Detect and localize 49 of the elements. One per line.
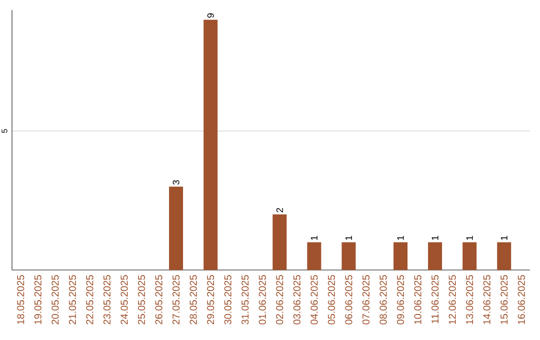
x-tick-label: 12.06.2025 [448,275,456,324]
x-tick-label: 24.05.2025 [120,275,128,324]
bar [307,242,322,270]
x-tick-label: 13.06.2025 [466,275,474,324]
x-tick-label: 06.06.2025 [345,275,352,324]
x-tick-label: 15.06.2025 [500,275,508,324]
x-tick-label: 11.06.2025 [431,275,439,324]
data-label: 1 [500,236,508,240]
x-tick-label: 04.06.2025 [310,275,318,324]
data-label: 2 [276,208,283,212]
x-tick-label: 23.05.2025 [103,275,111,324]
x-tick-label: 18.05.2025 [17,275,24,324]
data-label: 1 [345,236,352,240]
x-tick-label: 22.05.2025 [86,275,94,324]
x-tick-label: 02.06.2025 [276,275,284,324]
x-tick-label: 01.06.2025 [258,275,266,324]
x-tick-label: 08.06.2025 [380,275,387,324]
x-tick-label: 26.05.2025 [155,275,162,324]
bar [497,242,512,270]
x-tick-label: 21.05.2025 [68,275,76,324]
x-tick-label: 14.06.2025 [483,275,490,324]
bar [204,20,218,270]
x-tick-label: 07.06.2025 [362,275,370,324]
bar [462,242,477,270]
x-tick-label: 25.05.2025 [138,275,146,324]
bar [428,242,442,270]
data-label: 1 [466,236,473,240]
data-label: 3 [172,180,180,185]
x-tick-label: 19.05.2025 [34,275,42,324]
data-label: 1 [432,236,438,240]
x-tick-label: 09.06.2025 [396,275,404,324]
x-tick-label: 29.05.2025 [207,275,214,324]
bar [342,242,356,270]
data-label: 1 [310,236,318,240]
bar [272,214,287,270]
x-tick-label: 05.06.2025 [328,275,335,324]
x-tick-label: 27.05.2025 [172,275,180,324]
data-label: 9 [207,13,214,18]
bar [169,186,184,270]
x-tick-label: 31.05.2025 [242,275,249,324]
x-tick-label: 03.06.2025 [293,275,300,324]
x-tick-label: 10.06.2025 [414,275,422,324]
data-label: 1 [397,236,404,240]
y-tick-label: 5 [2,129,8,133]
x-tick-label: 28.05.2025 [190,275,197,324]
x-tick-label: 30.05.2025 [224,275,232,324]
bar [394,242,408,270]
x-tick-label: 20.05.2025 [52,275,59,324]
x-tick-label: 16.06.2025 [518,275,525,324]
